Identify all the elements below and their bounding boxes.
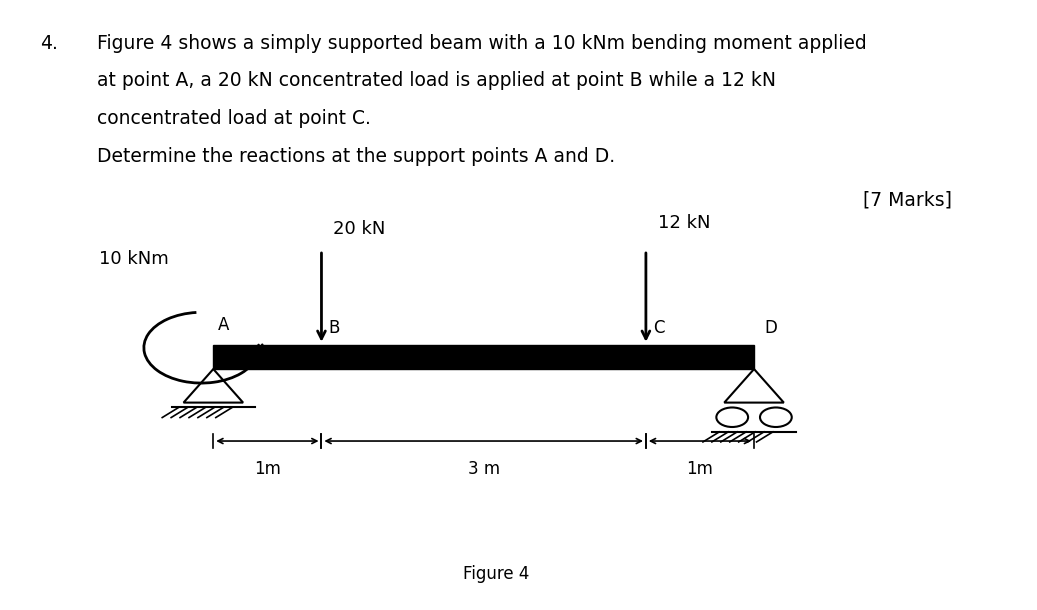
Text: 4.: 4. — [39, 34, 58, 52]
Text: A: A — [218, 315, 229, 334]
Text: 20 kN: 20 kN — [333, 220, 386, 238]
Text: 1m: 1m — [254, 460, 281, 478]
Text: concentrated load at point C.: concentrated load at point C. — [97, 109, 371, 128]
Text: at point A, a 20 kN concentrated load is applied at point B while a 12 kN: at point A, a 20 kN concentrated load is… — [97, 71, 777, 90]
Circle shape — [760, 407, 791, 427]
Text: Figure 4: Figure 4 — [463, 564, 529, 583]
Polygon shape — [724, 369, 784, 403]
Text: C: C — [653, 318, 665, 337]
Text: D: D — [764, 318, 777, 337]
Polygon shape — [184, 369, 243, 403]
Text: Determine the reactions at the support points A and D.: Determine the reactions at the support p… — [97, 147, 615, 166]
Text: 1m: 1m — [686, 460, 713, 478]
Text: B: B — [329, 318, 340, 337]
Bar — [214, 345, 754, 369]
Text: Figure 4 shows a simply supported beam with a 10 kNm bending moment applied: Figure 4 shows a simply supported beam w… — [97, 34, 867, 52]
Text: 12 kN: 12 kN — [657, 214, 710, 232]
Circle shape — [717, 407, 748, 427]
Text: 10 kNm: 10 kNm — [100, 250, 169, 268]
Text: 3 m: 3 m — [468, 460, 500, 478]
Text: [7 Marks]: [7 Marks] — [864, 191, 952, 210]
